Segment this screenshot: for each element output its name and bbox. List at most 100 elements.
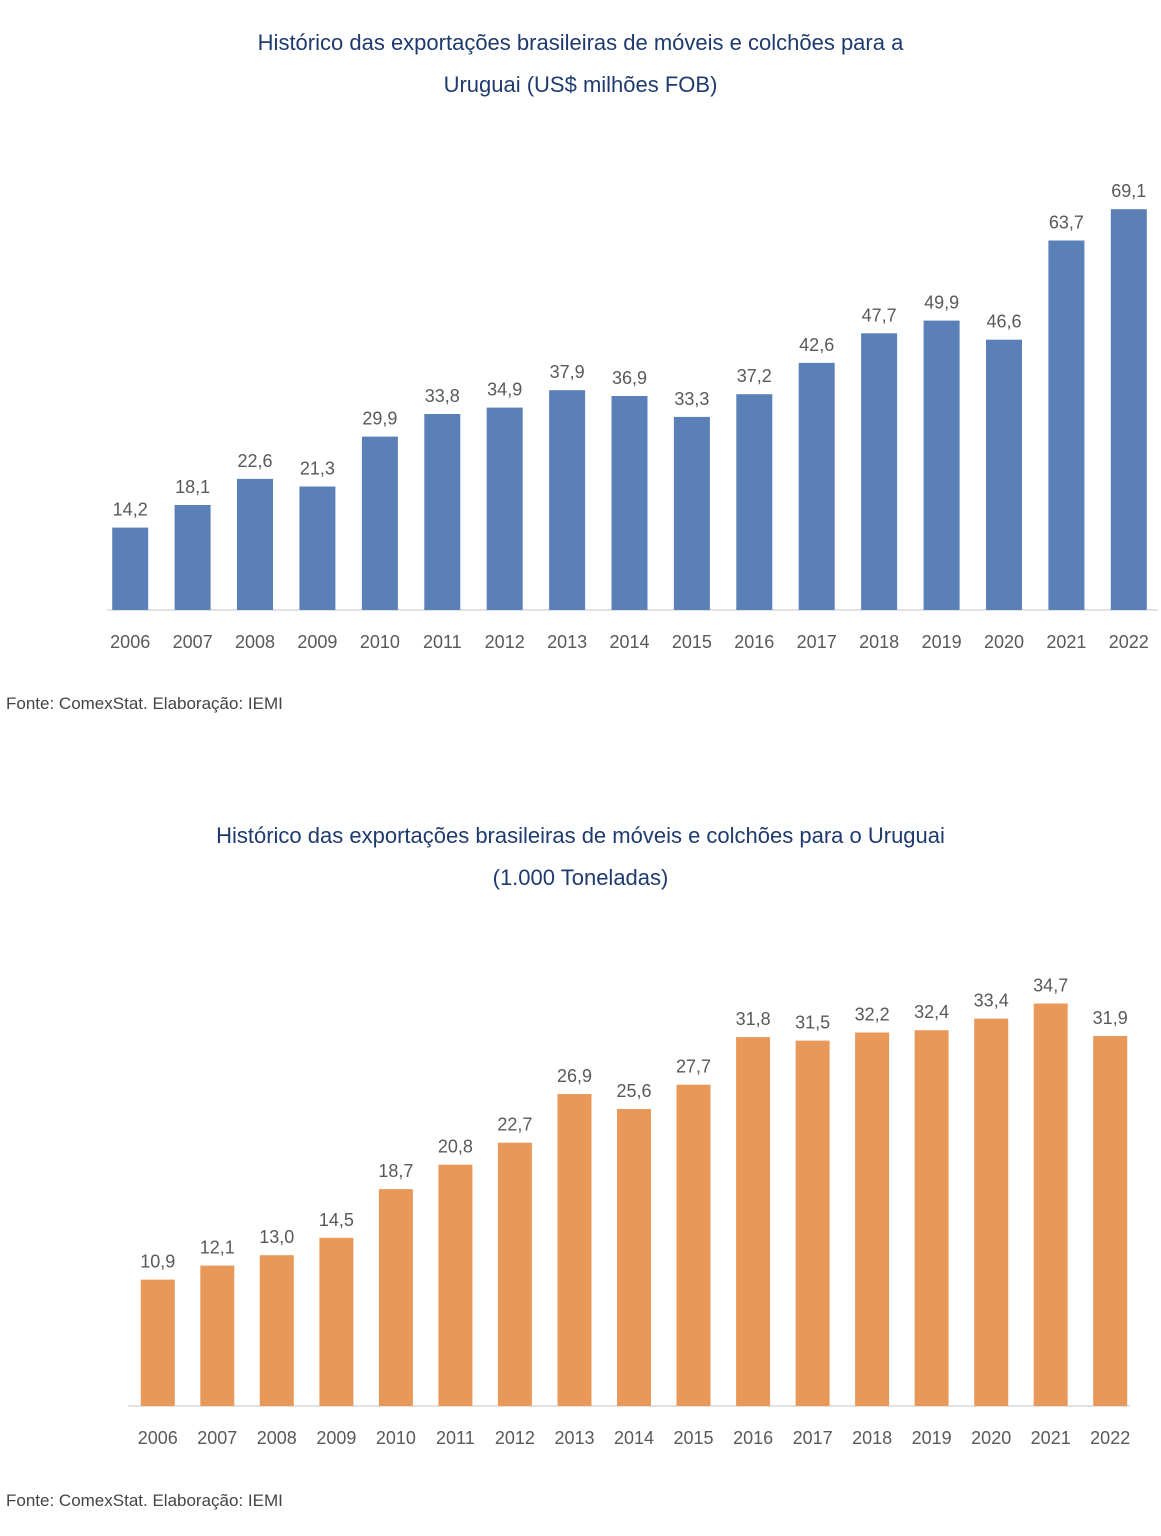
bar-2013 — [557, 1094, 592, 1406]
bar-2007 — [200, 1265, 235, 1406]
x-tick-label-2017: 2017 — [793, 1428, 833, 1448]
x-tick-label-2021: 2021 — [1046, 632, 1086, 652]
data-label-2018: 47,7 — [862, 305, 897, 325]
bar-2014 — [611, 396, 648, 610]
bar-2009 — [299, 486, 336, 610]
source-note: Fonte: ComexStat. Elaboração: IEMI — [6, 694, 283, 713]
x-tick-label-2021: 2021 — [1031, 1428, 1071, 1448]
x-tick-label-2009: 2009 — [297, 632, 337, 652]
bar-2016 — [736, 394, 773, 610]
x-tick-label-2017: 2017 — [797, 632, 837, 652]
x-tick-label-2010: 2010 — [360, 632, 400, 652]
bar-2021 — [1033, 1003, 1068, 1406]
data-label-2019: 49,9 — [924, 293, 959, 313]
x-tick-label-2014: 2014 — [609, 632, 649, 652]
data-label-2021: 34,7 — [1033, 976, 1068, 996]
data-label-2020: 46,6 — [986, 312, 1021, 332]
bar-2016 — [736, 1037, 771, 1406]
data-label-2012: 22,7 — [497, 1115, 532, 1135]
bar-2006 — [140, 1279, 175, 1406]
x-tick-label-2010: 2010 — [376, 1428, 416, 1448]
x-tick-label-2013: 2013 — [554, 1428, 594, 1448]
data-label-2009: 14,5 — [319, 1210, 354, 1230]
data-label-2006: 10,9 — [140, 1252, 175, 1272]
x-tick-label-2014: 2014 — [614, 1428, 654, 1448]
data-label-2011: 33,8 — [425, 386, 460, 406]
bar-2006 — [112, 527, 149, 610]
data-label-2011: 20,8 — [438, 1137, 473, 1157]
bar-2021 — [1048, 240, 1085, 610]
chart-usd: Histórico das exportações brasileiras de… — [0, 0, 1161, 740]
x-tick-label-2006: 2006 — [138, 1428, 178, 1448]
bar-2009 — [319, 1237, 354, 1406]
bar-2019 — [923, 320, 960, 610]
bar-chart-usd: 14,2 2006 18,1 2007 22,6 2008 21,3 2009 29,9 2010… — [107, 181, 1158, 652]
x-tick-label-2013: 2013 — [547, 632, 587, 652]
data-label-2014: 25,6 — [616, 1081, 651, 1101]
chart-title-line1: Histórico das exportações brasileiras de… — [257, 30, 904, 55]
bar-2013 — [549, 390, 586, 610]
x-tick-label-2012: 2012 — [485, 632, 525, 652]
bar-2018 — [855, 1032, 890, 1406]
x-tick-label-2011: 2011 — [436, 1428, 475, 1448]
x-tick-label-2022: 2022 — [1090, 1428, 1130, 1448]
bar-2011 — [438, 1164, 473, 1406]
data-label-2021: 63,7 — [1049, 213, 1084, 233]
x-tick-label-2012: 2012 — [495, 1428, 535, 1448]
data-label-2019: 32,4 — [914, 1002, 949, 1022]
bar-2008 — [259, 1255, 294, 1406]
x-tick-label-2019: 2019 — [922, 632, 962, 652]
bar-2017 — [798, 362, 835, 610]
data-label-2015: 27,7 — [676, 1057, 711, 1077]
data-label-2007: 18,1 — [175, 477, 210, 497]
data-label-2012: 34,9 — [487, 380, 522, 400]
data-label-2015: 33,3 — [674, 389, 709, 409]
data-label-2010: 18,7 — [378, 1161, 413, 1181]
x-tick-label-2020: 2020 — [984, 632, 1024, 652]
x-tick-label-2009: 2009 — [316, 1428, 356, 1448]
bar-2020 — [986, 339, 1022, 610]
data-label-2016: 37,2 — [737, 366, 772, 386]
data-label-2022: 69,1 — [1111, 181, 1146, 201]
data-label-2006: 14,2 — [113, 500, 148, 520]
data-label-2017: 31,5 — [795, 1013, 830, 1033]
bar-2008 — [237, 478, 273, 610]
chart-title: Histórico das exportações brasileiras de… — [0, 815, 1161, 899]
data-label-2018: 32,2 — [855, 1005, 890, 1025]
bar-2011 — [424, 414, 461, 610]
bar-2022 — [1110, 209, 1147, 610]
x-tick-label-2011: 2011 — [423, 632, 462, 652]
x-tick-label-2016: 2016 — [733, 1428, 773, 1448]
bar-2019 — [914, 1030, 949, 1406]
chart-title: Histórico das exportações brasileiras de… — [0, 22, 1161, 106]
chart-title-line2: Uruguai (US$ milhões FOB) — [443, 72, 718, 97]
source-note: Fonte: ComexStat. Elaboração: IEMI — [6, 1491, 283, 1510]
bar-2015 — [673, 416, 710, 610]
x-tick-label-2022: 2022 — [1109, 632, 1149, 652]
x-tick-label-2018: 2018 — [859, 632, 899, 652]
bar-2017 — [795, 1040, 830, 1406]
data-label-2009: 21,3 — [300, 459, 335, 479]
bar-chart-tons: 10,9 2006 12,1 2007 13,0 2008 14,5 2009 18,7 2010… — [128, 976, 1130, 1448]
x-tick-label-2007: 2007 — [173, 632, 213, 652]
x-tick-label-2007: 2007 — [197, 1428, 237, 1448]
x-tick-label-2008: 2008 — [235, 632, 275, 652]
x-tick-label-2019: 2019 — [912, 1428, 952, 1448]
x-tick-label-2015: 2015 — [672, 632, 712, 652]
data-label-2007: 12,1 — [200, 1238, 235, 1258]
data-label-2020: 33,4 — [974, 991, 1009, 1011]
bar-2010 — [378, 1189, 413, 1406]
data-label-2013: 26,9 — [557, 1066, 592, 1086]
data-label-2008: 22,6 — [237, 451, 272, 471]
data-label-2016: 31,8 — [736, 1009, 771, 1029]
bar-2018 — [861, 333, 898, 610]
x-tick-label-2020: 2020 — [971, 1428, 1011, 1448]
data-label-2017: 42,6 — [799, 335, 834, 355]
x-tick-label-2015: 2015 — [673, 1428, 713, 1448]
bar-2022 — [1093, 1036, 1128, 1406]
x-tick-label-2018: 2018 — [852, 1428, 892, 1448]
data-label-2008: 13,0 — [259, 1227, 294, 1247]
data-label-2010: 29,9 — [362, 409, 397, 429]
bar-2015 — [676, 1084, 711, 1406]
